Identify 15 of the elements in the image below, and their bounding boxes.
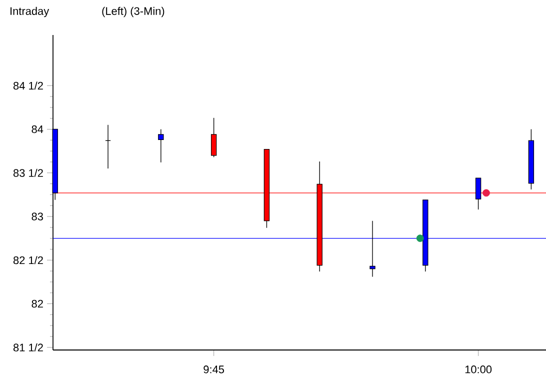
x-tick-label: 10:00 [465, 366, 492, 374]
chart-title: Intraday [10, 6, 50, 18]
y-tick-label: 83 [32, 212, 43, 220]
candlestick [475, 178, 482, 210]
y-tick-label: 82 [32, 300, 43, 308]
y-tick-label: 84 [32, 125, 44, 134]
candlestick [105, 124, 111, 169]
y-tick-label: 81 1/2 [13, 343, 43, 352]
x-tick-label: 9:45 [204, 366, 224, 374]
candlestick [158, 128, 164, 163]
chart-subtitle: (Left) (3-Min) [102, 6, 164, 18]
y-tick-label: 83 1/2 [13, 168, 43, 177]
y-tick-label: 82 1/2 [13, 256, 43, 264]
y-tick-label: 84 1/2 [13, 82, 43, 90]
candlestick [210, 118, 217, 158]
